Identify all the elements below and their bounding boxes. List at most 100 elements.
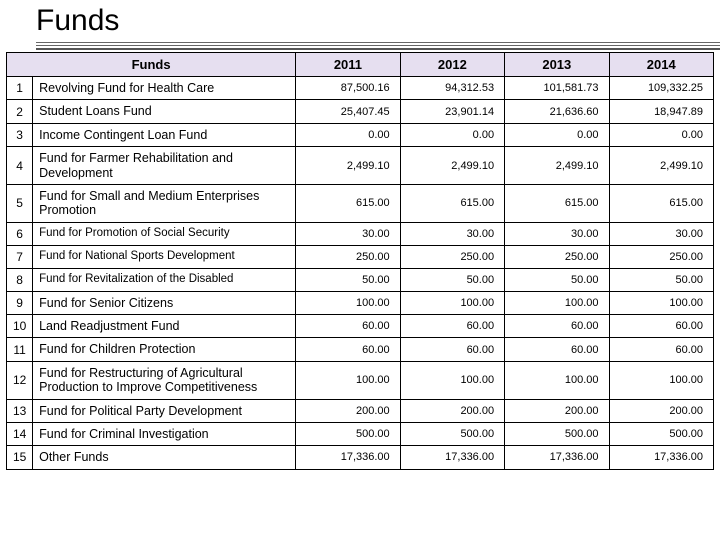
row-value: 0.00: [609, 123, 713, 146]
row-value: 101,581.73: [505, 77, 609, 100]
row-value: 200.00: [505, 399, 609, 422]
row-value: 100.00: [400, 361, 504, 399]
row-value: 2,499.10: [609, 147, 713, 185]
col-header-2012: 2012: [400, 53, 504, 77]
table-row: 2Student Loans Fund25,407.4523,901.1421,…: [7, 100, 714, 123]
table-header-row: Funds 2011 2012 2013 2014: [7, 53, 714, 77]
row-value: 615.00: [609, 184, 713, 222]
row-value: 17,336.00: [609, 446, 713, 469]
row-value: 100.00: [505, 361, 609, 399]
row-value: 100.00: [296, 361, 400, 399]
row-value: 250.00: [505, 245, 609, 268]
row-name: Fund for Political Party Development: [33, 399, 296, 422]
row-value: 30.00: [609, 222, 713, 245]
row-value: 100.00: [609, 361, 713, 399]
row-value: 30.00: [296, 222, 400, 245]
row-name: Fund for Senior Citizens: [33, 291, 296, 314]
row-value: 500.00: [609, 422, 713, 445]
row-value: 100.00: [400, 291, 504, 314]
row-name: Fund for Small and Medium Enterprises Pr…: [33, 184, 296, 222]
table-row: 14Fund for Criminal Investigation500.005…: [7, 422, 714, 445]
row-name: Fund for Promotion of Social Security: [33, 222, 296, 245]
row-value: 60.00: [505, 338, 609, 361]
table-row: 7Fund for National Sports Development250…: [7, 245, 714, 268]
row-index: 14: [7, 422, 33, 445]
row-value: 100.00: [609, 291, 713, 314]
table-row: 11Fund for Children Protection60.0060.00…: [7, 338, 714, 361]
row-index: 1: [7, 77, 33, 100]
row-value: 25,407.45: [296, 100, 400, 123]
row-index: 10: [7, 315, 33, 338]
slide: Funds Funds 2011 2012 2013 2014 1Revolvi…: [0, 0, 720, 540]
row-value: 615.00: [505, 184, 609, 222]
row-value: 250.00: [296, 245, 400, 268]
row-name: Fund for Revitalization of the Disabled: [33, 268, 296, 291]
row-value: 100.00: [505, 291, 609, 314]
row-name: Fund for Children Protection: [33, 338, 296, 361]
table-row: 12Fund for Restructuring of Agricultural…: [7, 361, 714, 399]
row-value: 21,636.60: [505, 100, 609, 123]
row-name: Fund for Farmer Rehabilitation and Devel…: [33, 147, 296, 185]
row-index: 5: [7, 184, 33, 222]
row-value: 60.00: [609, 315, 713, 338]
table-row: 8Fund for Revitalization of the Disabled…: [7, 268, 714, 291]
row-value: 250.00: [609, 245, 713, 268]
row-value: 50.00: [609, 268, 713, 291]
row-value: 17,336.00: [505, 446, 609, 469]
row-value: 500.00: [400, 422, 504, 445]
table-container: Funds 2011 2012 2013 2014 1Revolving Fun…: [0, 52, 720, 470]
row-value: 60.00: [400, 338, 504, 361]
row-name: Fund for Criminal Investigation: [33, 422, 296, 445]
table-row: 6Fund for Promotion of Social Security30…: [7, 222, 714, 245]
row-name: Fund for National Sports Development: [33, 245, 296, 268]
row-value: 200.00: [296, 399, 400, 422]
row-value: 200.00: [400, 399, 504, 422]
title-rules: [36, 42, 720, 50]
row-name: Student Loans Fund: [33, 100, 296, 123]
row-name: Fund for Restructuring of Agricultural P…: [33, 361, 296, 399]
row-name: Revolving Fund for Health Care: [33, 77, 296, 100]
row-name: Land Readjustment Fund: [33, 315, 296, 338]
row-value: 50.00: [296, 268, 400, 291]
row-value: 60.00: [296, 338, 400, 361]
row-value: 0.00: [505, 123, 609, 146]
row-value: 50.00: [505, 268, 609, 291]
row-value: 200.00: [609, 399, 713, 422]
row-value: 615.00: [400, 184, 504, 222]
row-value: 60.00: [296, 315, 400, 338]
row-index: 11: [7, 338, 33, 361]
row-value: 50.00: [400, 268, 504, 291]
row-value: 500.00: [505, 422, 609, 445]
row-index: 9: [7, 291, 33, 314]
row-index: 2: [7, 100, 33, 123]
table-row: 9Fund for Senior Citizens100.00100.00100…: [7, 291, 714, 314]
row-value: 0.00: [400, 123, 504, 146]
row-name: Income Contingent Loan Fund: [33, 123, 296, 146]
row-index: 7: [7, 245, 33, 268]
table-row: 15Other Funds17,336.0017,336.0017,336.00…: [7, 446, 714, 469]
row-value: 2,499.10: [505, 147, 609, 185]
col-header-2013: 2013: [505, 53, 609, 77]
row-value: 60.00: [609, 338, 713, 361]
row-value: 30.00: [400, 222, 504, 245]
row-value: 17,336.00: [400, 446, 504, 469]
page-title: Funds: [36, 4, 720, 38]
col-header-funds: Funds: [7, 53, 296, 77]
row-value: 2,499.10: [400, 147, 504, 185]
title-area: Funds: [0, 0, 720, 50]
row-index: 8: [7, 268, 33, 291]
row-index: 13: [7, 399, 33, 422]
row-value: 100.00: [296, 291, 400, 314]
row-value: 17,336.00: [296, 446, 400, 469]
row-value: 60.00: [400, 315, 504, 338]
row-value: 60.00: [505, 315, 609, 338]
table-row: 5Fund for Small and Medium Enterprises P…: [7, 184, 714, 222]
row-value: 30.00: [505, 222, 609, 245]
row-value: 2,499.10: [296, 147, 400, 185]
col-header-2014: 2014: [609, 53, 713, 77]
row-index: 15: [7, 446, 33, 469]
row-index: 4: [7, 147, 33, 185]
row-value: 23,901.14: [400, 100, 504, 123]
table-row: 1Revolving Fund for Health Care87,500.16…: [7, 77, 714, 100]
row-index: 3: [7, 123, 33, 146]
